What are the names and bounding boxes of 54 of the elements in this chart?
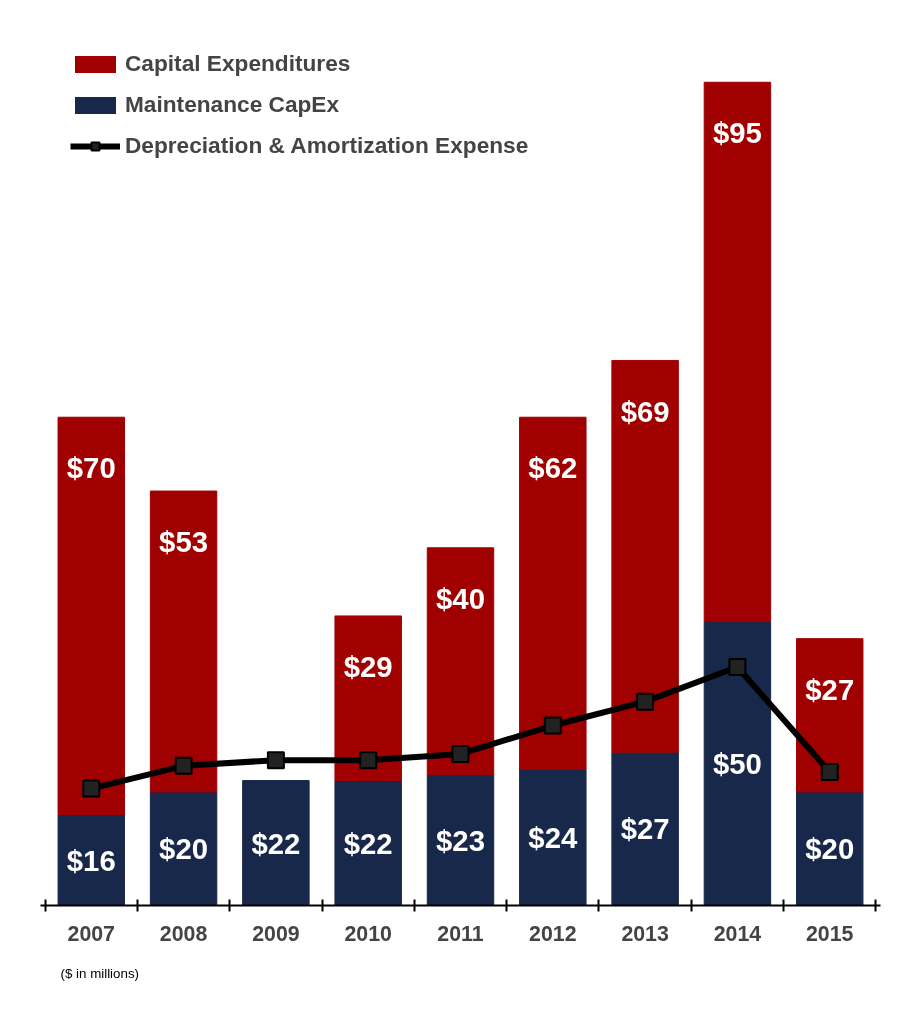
data-label: $16	[66, 843, 116, 877]
data-label: $20	[805, 832, 855, 866]
x-tick-label: 2007	[67, 921, 115, 946]
bar	[334, 780, 402, 906]
x-tick-label: 2010	[344, 921, 392, 946]
x-tick-label: 2011	[437, 921, 484, 946]
point	[359, 751, 378, 770]
legend-label: Depreciation & Amortization Expense	[125, 132, 529, 159]
data-label: $23	[436, 823, 485, 857]
bar	[57, 416, 125, 816]
x-tick-label: 2012	[529, 921, 577, 946]
bar	[703, 81, 772, 623]
x-tick-label: 2013	[621, 921, 669, 946]
bar	[796, 791, 864, 906]
x-tick-label: 2014	[713, 921, 762, 946]
point	[82, 779, 101, 798]
data-label: $53	[159, 525, 209, 559]
x-tick-label: 2009	[252, 921, 300, 946]
bar	[242, 780, 310, 906]
x-tick-label: 2015	[806, 921, 854, 946]
legend-label: Maintenance CapEx	[125, 91, 340, 118]
data-label: $62	[528, 451, 578, 485]
bar	[519, 416, 587, 770]
bar	[796, 638, 864, 793]
bar	[426, 547, 495, 776]
point	[451, 744, 470, 763]
data-label: $27	[805, 672, 855, 706]
data-label: $20	[159, 832, 209, 866]
data-label: $24	[528, 820, 578, 854]
data-label: $50	[712, 747, 762, 781]
legend-label: Capital Expenditures	[125, 50, 351, 77]
point	[543, 716, 562, 735]
x-tick-label: 2008	[159, 921, 208, 946]
bar	[334, 615, 402, 782]
bar	[426, 774, 495, 906]
bar	[519, 768, 587, 906]
point	[820, 763, 839, 782]
bar	[611, 359, 679, 753]
point	[266, 751, 285, 770]
point	[174, 756, 193, 775]
data-label: $22	[251, 826, 301, 860]
bar	[149, 490, 218, 793]
bar	[611, 751, 679, 906]
data-label: $69	[620, 394, 670, 428]
data-label: $70	[66, 451, 116, 485]
data-label: $22	[343, 826, 393, 860]
data-label: $29	[343, 650, 393, 684]
bar	[703, 621, 772, 906]
data-label: $95	[712, 116, 762, 150]
text: ($ in millions)	[60, 965, 140, 981]
point	[728, 658, 747, 677]
data-label: $27	[620, 812, 670, 846]
data-label: $40	[436, 581, 485, 615]
point	[636, 692, 655, 711]
